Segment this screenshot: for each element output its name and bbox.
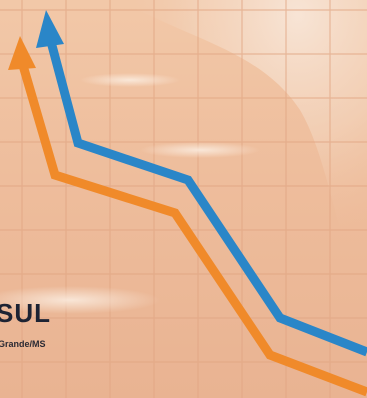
blue-trend-line <box>45 36 367 357</box>
cloud-wisp <box>80 73 180 87</box>
arrow-up-icon <box>36 10 64 48</box>
light-wash <box>120 0 367 300</box>
orange-trend-line <box>17 60 367 397</box>
logo-subtitle: Grande/MS <box>0 339 46 349</box>
cloud-wisp <box>140 142 260 158</box>
logo-title: SUL <box>0 298 51 328</box>
cloud-wisp <box>0 286 160 314</box>
arrow-up-icon <box>8 36 36 70</box>
